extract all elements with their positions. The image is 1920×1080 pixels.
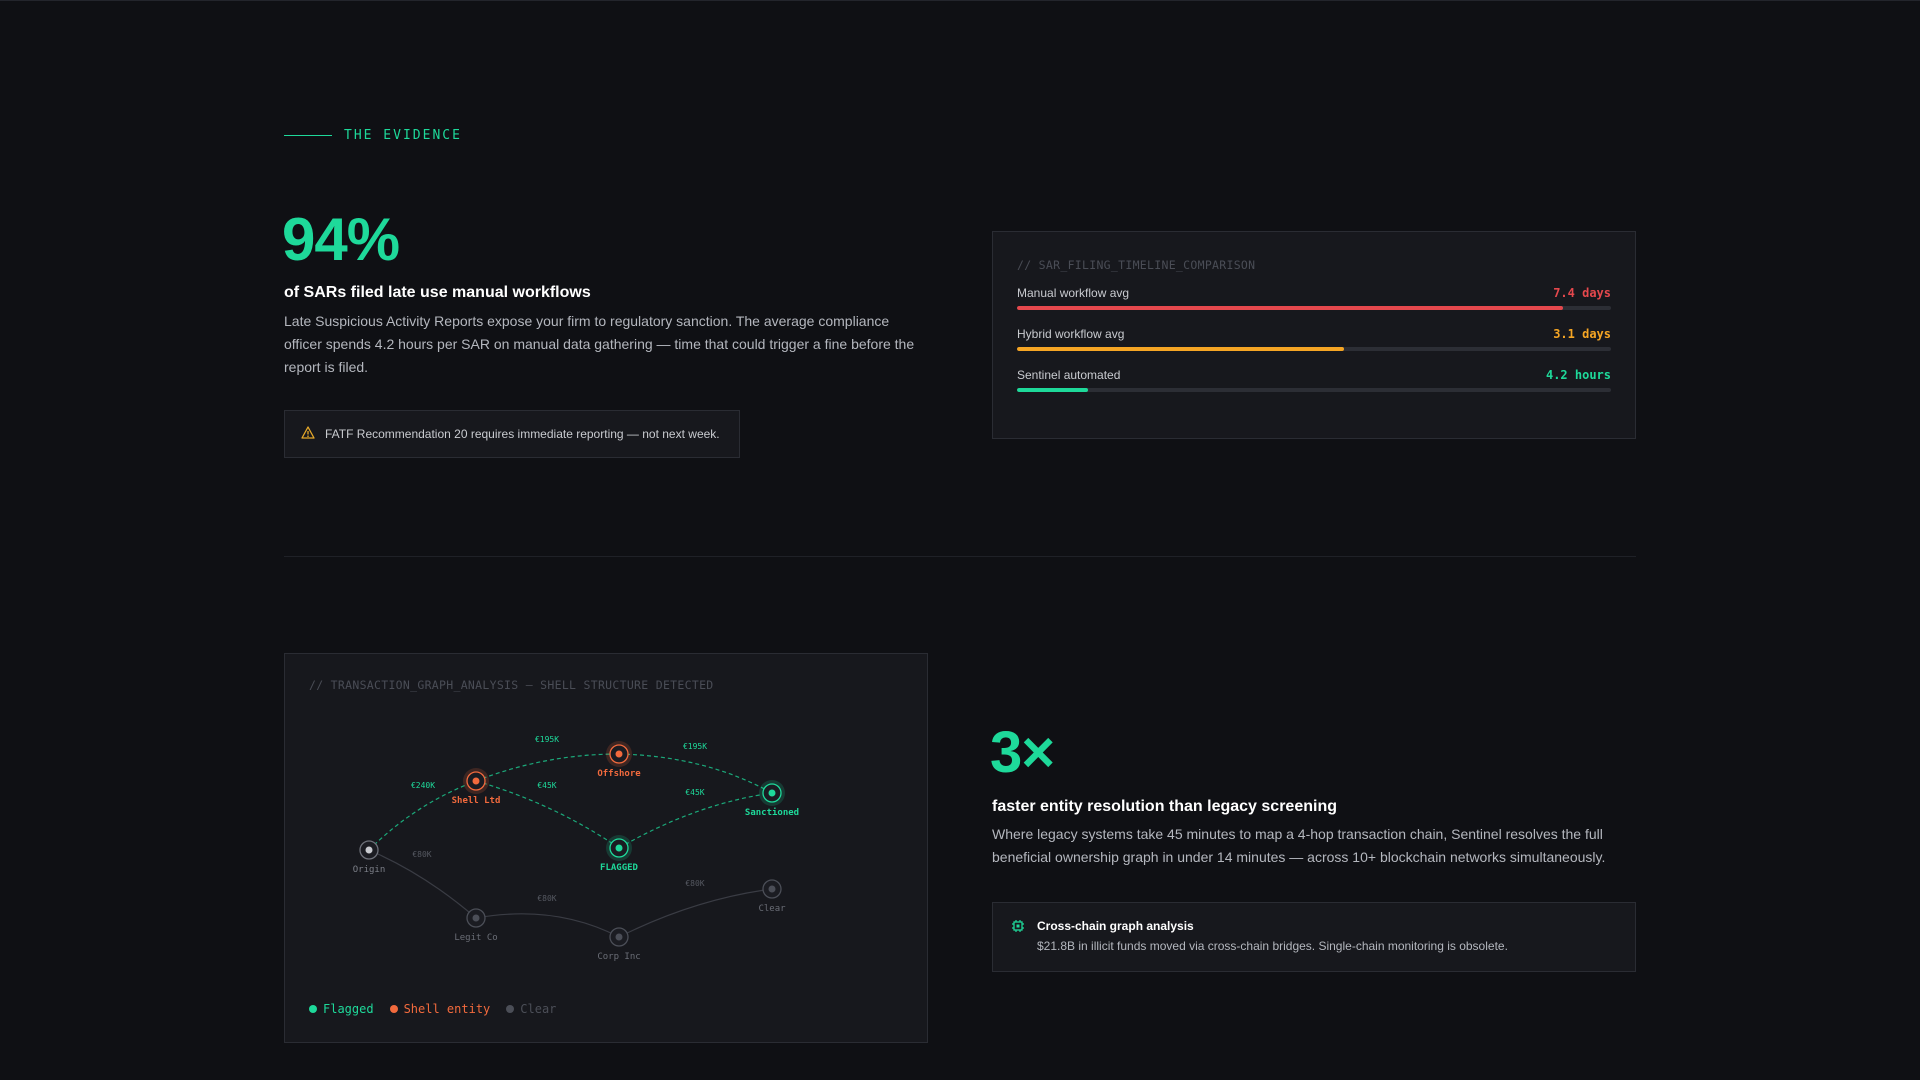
sar-row: Hybrid workflow avg 3.1 days bbox=[1017, 327, 1611, 351]
graph-node-flagged: FLAGGED bbox=[600, 835, 639, 873]
feature-description: $21.8B in illicit funds moved via cross-… bbox=[1037, 939, 1508, 953]
legend-item: Clear bbox=[506, 1002, 556, 1016]
graph-node-clear: Clear bbox=[758, 879, 786, 914]
fatf-alert: FATF Recommendation 20 requires immediat… bbox=[284, 410, 740, 458]
graph-node-label: Sanctioned bbox=[745, 807, 799, 818]
graph-node-label: Shell Ltd bbox=[452, 796, 501, 806]
legend-label: Shell entity bbox=[403, 1002, 491, 1016]
section-eyebrow: THE EVIDENCE bbox=[284, 128, 462, 143]
sar-row-track bbox=[1017, 306, 1611, 310]
graph-edge bbox=[475, 913, 620, 938]
graph-node-label: Corp Inc bbox=[597, 952, 640, 962]
graph-node-label: Offshore bbox=[597, 769, 641, 779]
graph-node-origin: Origin bbox=[353, 840, 386, 875]
graph-edge-amount: €195K bbox=[535, 735, 559, 744]
eyebrow-rule bbox=[284, 135, 332, 136]
sar-row: Sentinel automated 4.2 hours bbox=[1017, 368, 1611, 392]
legend-dot bbox=[389, 1005, 398, 1013]
sar-row-label: Manual workflow avg bbox=[1017, 286, 1130, 300]
stat-late-sars-headline: of SARs filed late use manual workflows bbox=[284, 284, 591, 301]
graph-edge bbox=[475, 753, 620, 782]
graph-edge bbox=[368, 849, 477, 919]
cross-chain-feature-card: Cross-chain graph analysis $21.8B in ill… bbox=[992, 902, 1636, 972]
stat-faster-resolution: 3× bbox=[990, 720, 1055, 785]
sar-row-fill bbox=[1017, 306, 1564, 310]
graph-edge bbox=[618, 888, 773, 938]
sar-row-value: 7.4 days bbox=[1553, 286, 1611, 300]
graph-edge-amount: €240K bbox=[411, 781, 435, 790]
graph-node-label: Origin bbox=[353, 865, 386, 875]
graph-edge bbox=[618, 792, 773, 849]
section-divider bbox=[284, 556, 1636, 557]
graph-panel-caption: // TRANSACTION_GRAPH_ANALYSIS — SHELL ST… bbox=[309, 678, 714, 692]
chip-icon bbox=[1011, 919, 1025, 955]
transaction-graph-panel: // TRANSACTION_GRAPH_ANALYSIS — SHELL ST… bbox=[284, 653, 928, 1043]
transaction-graph: €240K €195K €195K €45K €45K €80K €80K €80K Origi… bbox=[353, 735, 799, 962]
stat-faster-resolution-body: Where legacy systems take 45 minutes to … bbox=[992, 826, 1606, 865]
graph-node-legit: Legit Co bbox=[454, 908, 498, 943]
sar-row-label: Sentinel automated bbox=[1017, 368, 1121, 382]
graph-node-offshore: Offshore bbox=[597, 741, 641, 779]
graph-node-corp: Corp Inc bbox=[597, 927, 641, 962]
graph-node-shell: Shell Ltd bbox=[452, 768, 501, 806]
graph-node-label: FLAGGED bbox=[600, 863, 639, 873]
fatf-alert-text: FATF Recommendation 20 requires immediat… bbox=[325, 427, 720, 441]
stat-late-sars: 94% bbox=[282, 206, 400, 273]
sar-row-value: 3.1 days bbox=[1553, 327, 1611, 341]
graph-edge-amount: €45K bbox=[685, 788, 704, 797]
graph-node-sanctioned: Sanctioned bbox=[745, 780, 799, 818]
legend-item: Shell entity bbox=[389, 1002, 491, 1016]
graph-node-label: Clear bbox=[758, 904, 786, 914]
legend-dot bbox=[506, 1005, 515, 1013]
graph-edge-amount: €45K bbox=[537, 781, 556, 790]
legend-item: Flagged bbox=[309, 1002, 374, 1016]
graph-edge bbox=[368, 780, 477, 851]
sar-row-label: Hybrid workflow avg bbox=[1017, 327, 1125, 341]
sar-row-fill bbox=[1017, 347, 1344, 351]
graph-edge-amount: €80K bbox=[537, 894, 556, 903]
graph-edge-amount: €195K bbox=[683, 742, 707, 751]
sar-row-track bbox=[1017, 388, 1611, 392]
eyebrow-label: THE EVIDENCE bbox=[344, 128, 462, 143]
graph-node-label: Legit Co bbox=[454, 933, 497, 943]
sar-row: Manual workflow avg 7.4 days bbox=[1017, 286, 1611, 310]
graph-edge-amount: €80K bbox=[685, 879, 704, 888]
warning-triangle-icon bbox=[301, 426, 315, 442]
sar-row-track bbox=[1017, 347, 1611, 351]
stat-late-sars-body: Late Suspicious Activity Reports expose … bbox=[284, 313, 915, 375]
graph-legend: Flagged Shell entity Clear bbox=[309, 1002, 556, 1016]
sar-timeline-panel: // SAR_FILING_TIMELINE_COMPARISON Manual… bbox=[992, 231, 1636, 439]
graph-edge bbox=[618, 753, 773, 794]
stat-faster-resolution-headline: faster entity resolution than legacy scr… bbox=[992, 798, 1337, 815]
sar-panel-caption: // SAR_FILING_TIMELINE_COMPARISON bbox=[1017, 258, 1256, 272]
legend-label: Flagged bbox=[323, 1002, 374, 1016]
sar-row-fill bbox=[1017, 388, 1089, 392]
legend-dot bbox=[309, 1005, 317, 1013]
legend-label: Clear bbox=[520, 1002, 557, 1016]
graph-edge-amount: €80K bbox=[412, 850, 431, 859]
feature-title: Cross-chain graph analysis bbox=[1037, 919, 1194, 933]
graph-edge bbox=[475, 780, 620, 849]
sar-row-value: 4.2 hours bbox=[1545, 368, 1611, 382]
